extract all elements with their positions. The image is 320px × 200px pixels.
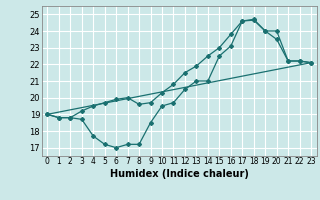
X-axis label: Humidex (Indice chaleur): Humidex (Indice chaleur) [110, 169, 249, 179]
